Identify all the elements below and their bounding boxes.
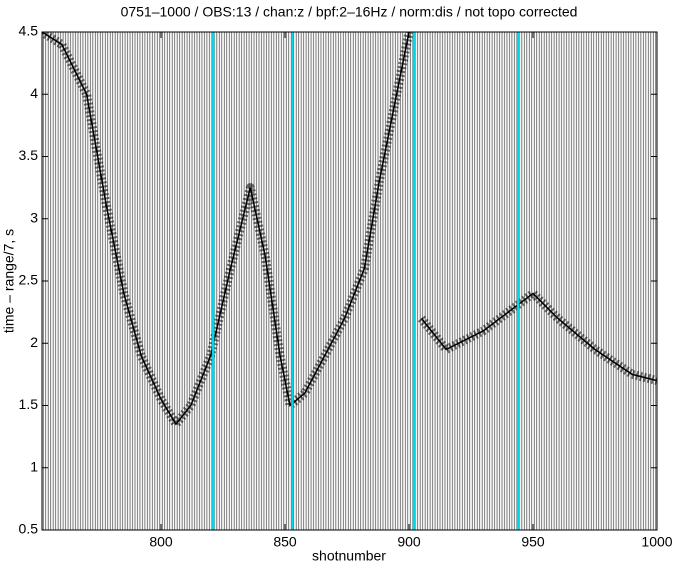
chart-title: 0751–1000 / OBS:13 / chan:z / bpf:2–16Hz…	[121, 4, 578, 20]
y-tick-label: 2	[30, 334, 38, 350]
x-tick-label: 1000	[641, 534, 672, 550]
y-tick-label: 1.5	[19, 396, 39, 412]
y-tick-label: 3.5	[19, 147, 39, 163]
x-tick-label: 900	[397, 534, 421, 550]
x-axis-label: shotnumber	[312, 548, 386, 564]
y-tick-label: 3	[30, 209, 38, 225]
y-tick-label: 4.5	[19, 23, 39, 39]
x-tick-label: 850	[273, 534, 297, 550]
x-tick-label: 800	[149, 534, 173, 550]
y-tick-label: 2.5	[19, 272, 39, 288]
x-tick-label: 950	[521, 534, 545, 550]
first-arrival	[42, 32, 657, 426]
axes: 800 850 900 950 1000 0.5 1 1.5 2 2.5 3 3.5 4 4.5	[19, 23, 673, 550]
y-tick-label: 0.5	[19, 521, 39, 537]
plot-area	[42, 32, 657, 530]
y-tick-label: 4	[30, 85, 38, 101]
trace-texture	[42, 32, 657, 530]
y-axis-label: time – range/7, s	[1, 229, 17, 333]
y-tick-label: 1	[30, 458, 38, 474]
